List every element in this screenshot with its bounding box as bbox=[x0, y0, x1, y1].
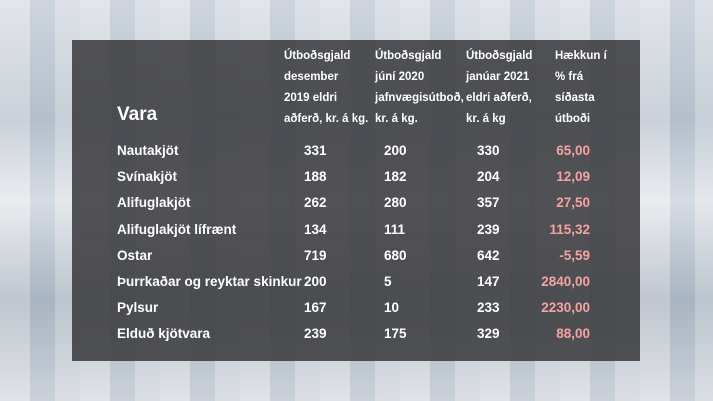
column-header: júní 2020 bbox=[375, 71, 425, 83]
cell: 111 bbox=[384, 221, 406, 237]
row-label: Alifuglakjöt bbox=[117, 195, 191, 211]
column-header: kr. á kg. bbox=[375, 113, 418, 125]
cell: 200 bbox=[384, 143, 407, 158]
cell: 147 bbox=[477, 274, 500, 289]
cell: 233 bbox=[477, 300, 500, 316]
table-panel bbox=[72, 40, 640, 361]
column-header: Útboðsgjald bbox=[466, 50, 533, 62]
column-header: Hækkun í bbox=[555, 50, 607, 62]
cell: 642 bbox=[477, 247, 500, 263]
cell-change: 27,50 bbox=[556, 195, 590, 211]
cell-change: 65,00 bbox=[556, 143, 590, 158]
column-header: jafnvægisútboð, bbox=[375, 92, 464, 104]
cell-change: 12,09 bbox=[556, 169, 590, 185]
cell-change: 2230,00 bbox=[541, 300, 590, 316]
cell: 331 bbox=[304, 143, 327, 158]
cell-change: -5,59 bbox=[559, 247, 590, 263]
cell: 167 bbox=[304, 300, 327, 316]
cell-change: 88,00 bbox=[556, 326, 590, 342]
row-label: Alifuglakjöt lífrænt bbox=[117, 221, 237, 237]
cell: 10 bbox=[384, 300, 400, 316]
column-header: útboði bbox=[555, 113, 591, 125]
column-header: janúar 2021 bbox=[466, 71, 530, 83]
cell: 239 bbox=[304, 326, 327, 342]
column-header: Útboðsgjald bbox=[284, 50, 351, 62]
column-header: eldri aðferð, bbox=[466, 92, 532, 104]
cell: 680 bbox=[384, 247, 407, 263]
row-label: Nautakjöt bbox=[117, 143, 179, 158]
column-header: desember bbox=[284, 71, 339, 83]
cell: 262 bbox=[304, 195, 327, 211]
cell: 188 bbox=[304, 169, 327, 185]
cell: 204 bbox=[477, 169, 500, 185]
cell: 329 bbox=[477, 326, 500, 342]
cell-change: 2840,00 bbox=[541, 274, 590, 289]
cell: 5 bbox=[384, 274, 392, 289]
row-label: Svínakjöt bbox=[117, 169, 178, 185]
cell: 239 bbox=[477, 221, 500, 237]
column-header: síðasta bbox=[555, 92, 595, 104]
column-header: % frá bbox=[555, 71, 584, 83]
column-header: Útboðsgjald bbox=[375, 50, 442, 62]
cell: 182 bbox=[384, 169, 407, 185]
row-label: Elduð kjötvara bbox=[117, 326, 211, 342]
cell: 719 bbox=[304, 247, 327, 263]
row-label: Pylsur bbox=[117, 300, 159, 316]
cell: 134 bbox=[304, 221, 327, 237]
cell: 330 bbox=[477, 143, 500, 158]
cell: 280 bbox=[384, 195, 407, 211]
cell: 200 bbox=[304, 274, 327, 289]
cell: 357 bbox=[477, 195, 500, 211]
row-label: Þurrkaðar og reyktar skinkur bbox=[117, 274, 302, 289]
column-header: 2019 eldri bbox=[284, 92, 338, 104]
column-header: aðferð, kr. á kg. bbox=[284, 113, 369, 125]
cell: 175 bbox=[384, 326, 407, 342]
cell-change: 115,32 bbox=[549, 221, 590, 237]
row-label: Ostar bbox=[117, 247, 153, 263]
column-header: kr. á kg bbox=[466, 113, 506, 125]
first-header: Vara bbox=[117, 104, 158, 125]
